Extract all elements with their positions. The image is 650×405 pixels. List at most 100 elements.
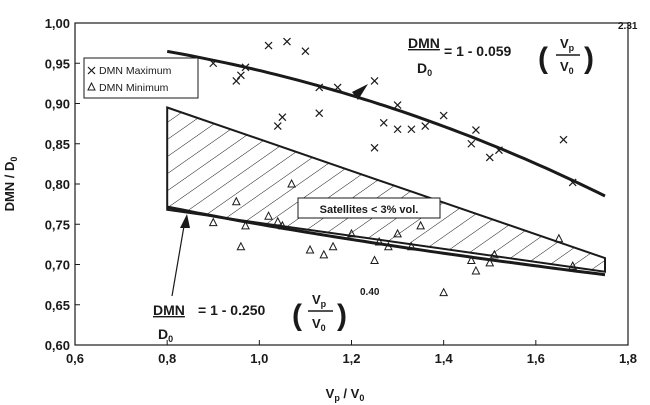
svg-text:= 1 - 0.059: = 1 - 0.059 (444, 43, 512, 59)
marker-max (301, 47, 310, 56)
marker-min (406, 241, 416, 251)
y-tick-label: 0,90 (45, 97, 70, 112)
svg-text:Vp: Vp (560, 36, 575, 53)
marker-max (472, 126, 480, 134)
marker-min (347, 228, 356, 238)
marker-max (209, 59, 218, 68)
marker-min (374, 236, 384, 246)
marker-max (264, 41, 273, 50)
svg-text:D0: D0 (158, 326, 173, 344)
x-tick-label: 1,8 (619, 351, 637, 366)
svg-text:(: ( (292, 299, 302, 332)
fit-curve-min (166, 205, 606, 277)
marker-min (439, 287, 449, 297)
band-label-box: Satellites < 3% vol. (297, 197, 441, 219)
marker-max (315, 83, 324, 92)
marker-max (467, 139, 476, 148)
x-tick-label: 1,0 (250, 351, 268, 366)
y-tick-label: 0,70 (45, 258, 70, 273)
fit-curve-max (166, 49, 606, 198)
marker-max (241, 63, 250, 72)
marker-max (393, 101, 402, 110)
y-tick-label: 0,65 (45, 298, 70, 313)
marker-max (439, 111, 448, 120)
marker-min (231, 196, 241, 206)
band-label: Satellites < 3% vol. (320, 204, 419, 216)
equation-max: DMN D0 = 1 - 0.059 ( Vp V0 ) 2.31 (408, 21, 638, 78)
marker-max (485, 153, 494, 162)
x-tick-label: 0,6 (66, 351, 84, 366)
marker-min (485, 257, 495, 267)
marker-max (273, 122, 282, 130)
marker-max (333, 83, 342, 92)
svg-text:DMN: DMN (408, 35, 440, 51)
legend: DMN Maximum DMN Minimum (83, 57, 199, 99)
y-axis-label: DMN / D0 (2, 157, 19, 212)
axis-ticks: 0,6 0,8 1,0 1,2 1,4 1,6 1,8 0,60 0,65 0,70 0,75 0,8… (45, 16, 637, 366)
marker-min (277, 220, 287, 230)
marker-max (495, 146, 503, 155)
svg-text:(: ( (538, 42, 548, 75)
x-tick-label: 0,8 (158, 351, 176, 366)
marker-min (208, 217, 218, 227)
marker-min (393, 228, 403, 238)
legend-marker-x (87, 66, 96, 75)
marker-max (232, 77, 241, 85)
marker-min (370, 255, 379, 264)
legend-marker-triangle (87, 81, 96, 91)
x-tick-label: 1,6 (527, 351, 545, 366)
svg-text:D0: D0 (417, 60, 432, 78)
equation-min: DMN D0 = 1 - 0.250 ( Vp V0 ) 0.40 (153, 287, 380, 344)
svg-text:): ) (337, 299, 347, 332)
svg-text:V0: V0 (560, 59, 574, 76)
y-tick-label: 0,85 (45, 137, 70, 152)
marker-min (264, 211, 273, 220)
svg-text:V0: V0 (312, 316, 326, 333)
marker-min (287, 178, 297, 188)
y-tick-label: 0,95 (45, 56, 70, 71)
marker-max (559, 135, 568, 144)
marker-min (466, 255, 476, 264)
marker-max (568, 178, 577, 187)
marker-min (305, 244, 315, 254)
marker-max (283, 37, 291, 46)
legend-item-max: DMN Maximum (99, 65, 172, 77)
marker-min (273, 216, 283, 226)
marker-min (489, 249, 499, 259)
legend-item-min: DMN Minimum (99, 82, 169, 94)
marker-min (328, 241, 338, 251)
marker-max (278, 113, 287, 122)
svg-text:Vp: Vp (312, 292, 327, 309)
y-tick-label: 0,75 (45, 217, 70, 232)
data-markers (208, 37, 578, 297)
marker-max (393, 125, 402, 134)
marker-max (370, 77, 379, 85)
svg-text:= 1 - 0.250: = 1 - 0.250 (198, 302, 266, 318)
svg-text:): ) (584, 42, 594, 75)
marker-max (407, 125, 416, 134)
satellites-band (166, 106, 606, 273)
marker-max (236, 71, 245, 80)
y-tick-label: 0,80 (45, 177, 70, 192)
marker-min (471, 265, 481, 275)
x-tick-label: 1,4 (435, 351, 454, 366)
marker-min (383, 241, 393, 251)
marker-max (379, 118, 388, 127)
marker-min (416, 220, 426, 230)
marker-max (315, 109, 324, 118)
marker-max (370, 143, 379, 152)
svg-text:2.31: 2.31 (618, 21, 638, 32)
svg-text:DMN: DMN (153, 302, 185, 318)
marker-min (236, 241, 246, 251)
marker-min (241, 220, 250, 230)
arrow-max (352, 84, 368, 100)
arrow-min (171, 214, 190, 297)
x-tick-label: 1,2 (342, 351, 360, 366)
svg-text:0.40: 0.40 (360, 287, 380, 298)
y-tick-label: 0,60 (45, 338, 70, 353)
marker-min (554, 233, 564, 243)
marker-min (568, 261, 578, 270)
marker-min (319, 249, 329, 259)
marker-max (421, 122, 430, 130)
